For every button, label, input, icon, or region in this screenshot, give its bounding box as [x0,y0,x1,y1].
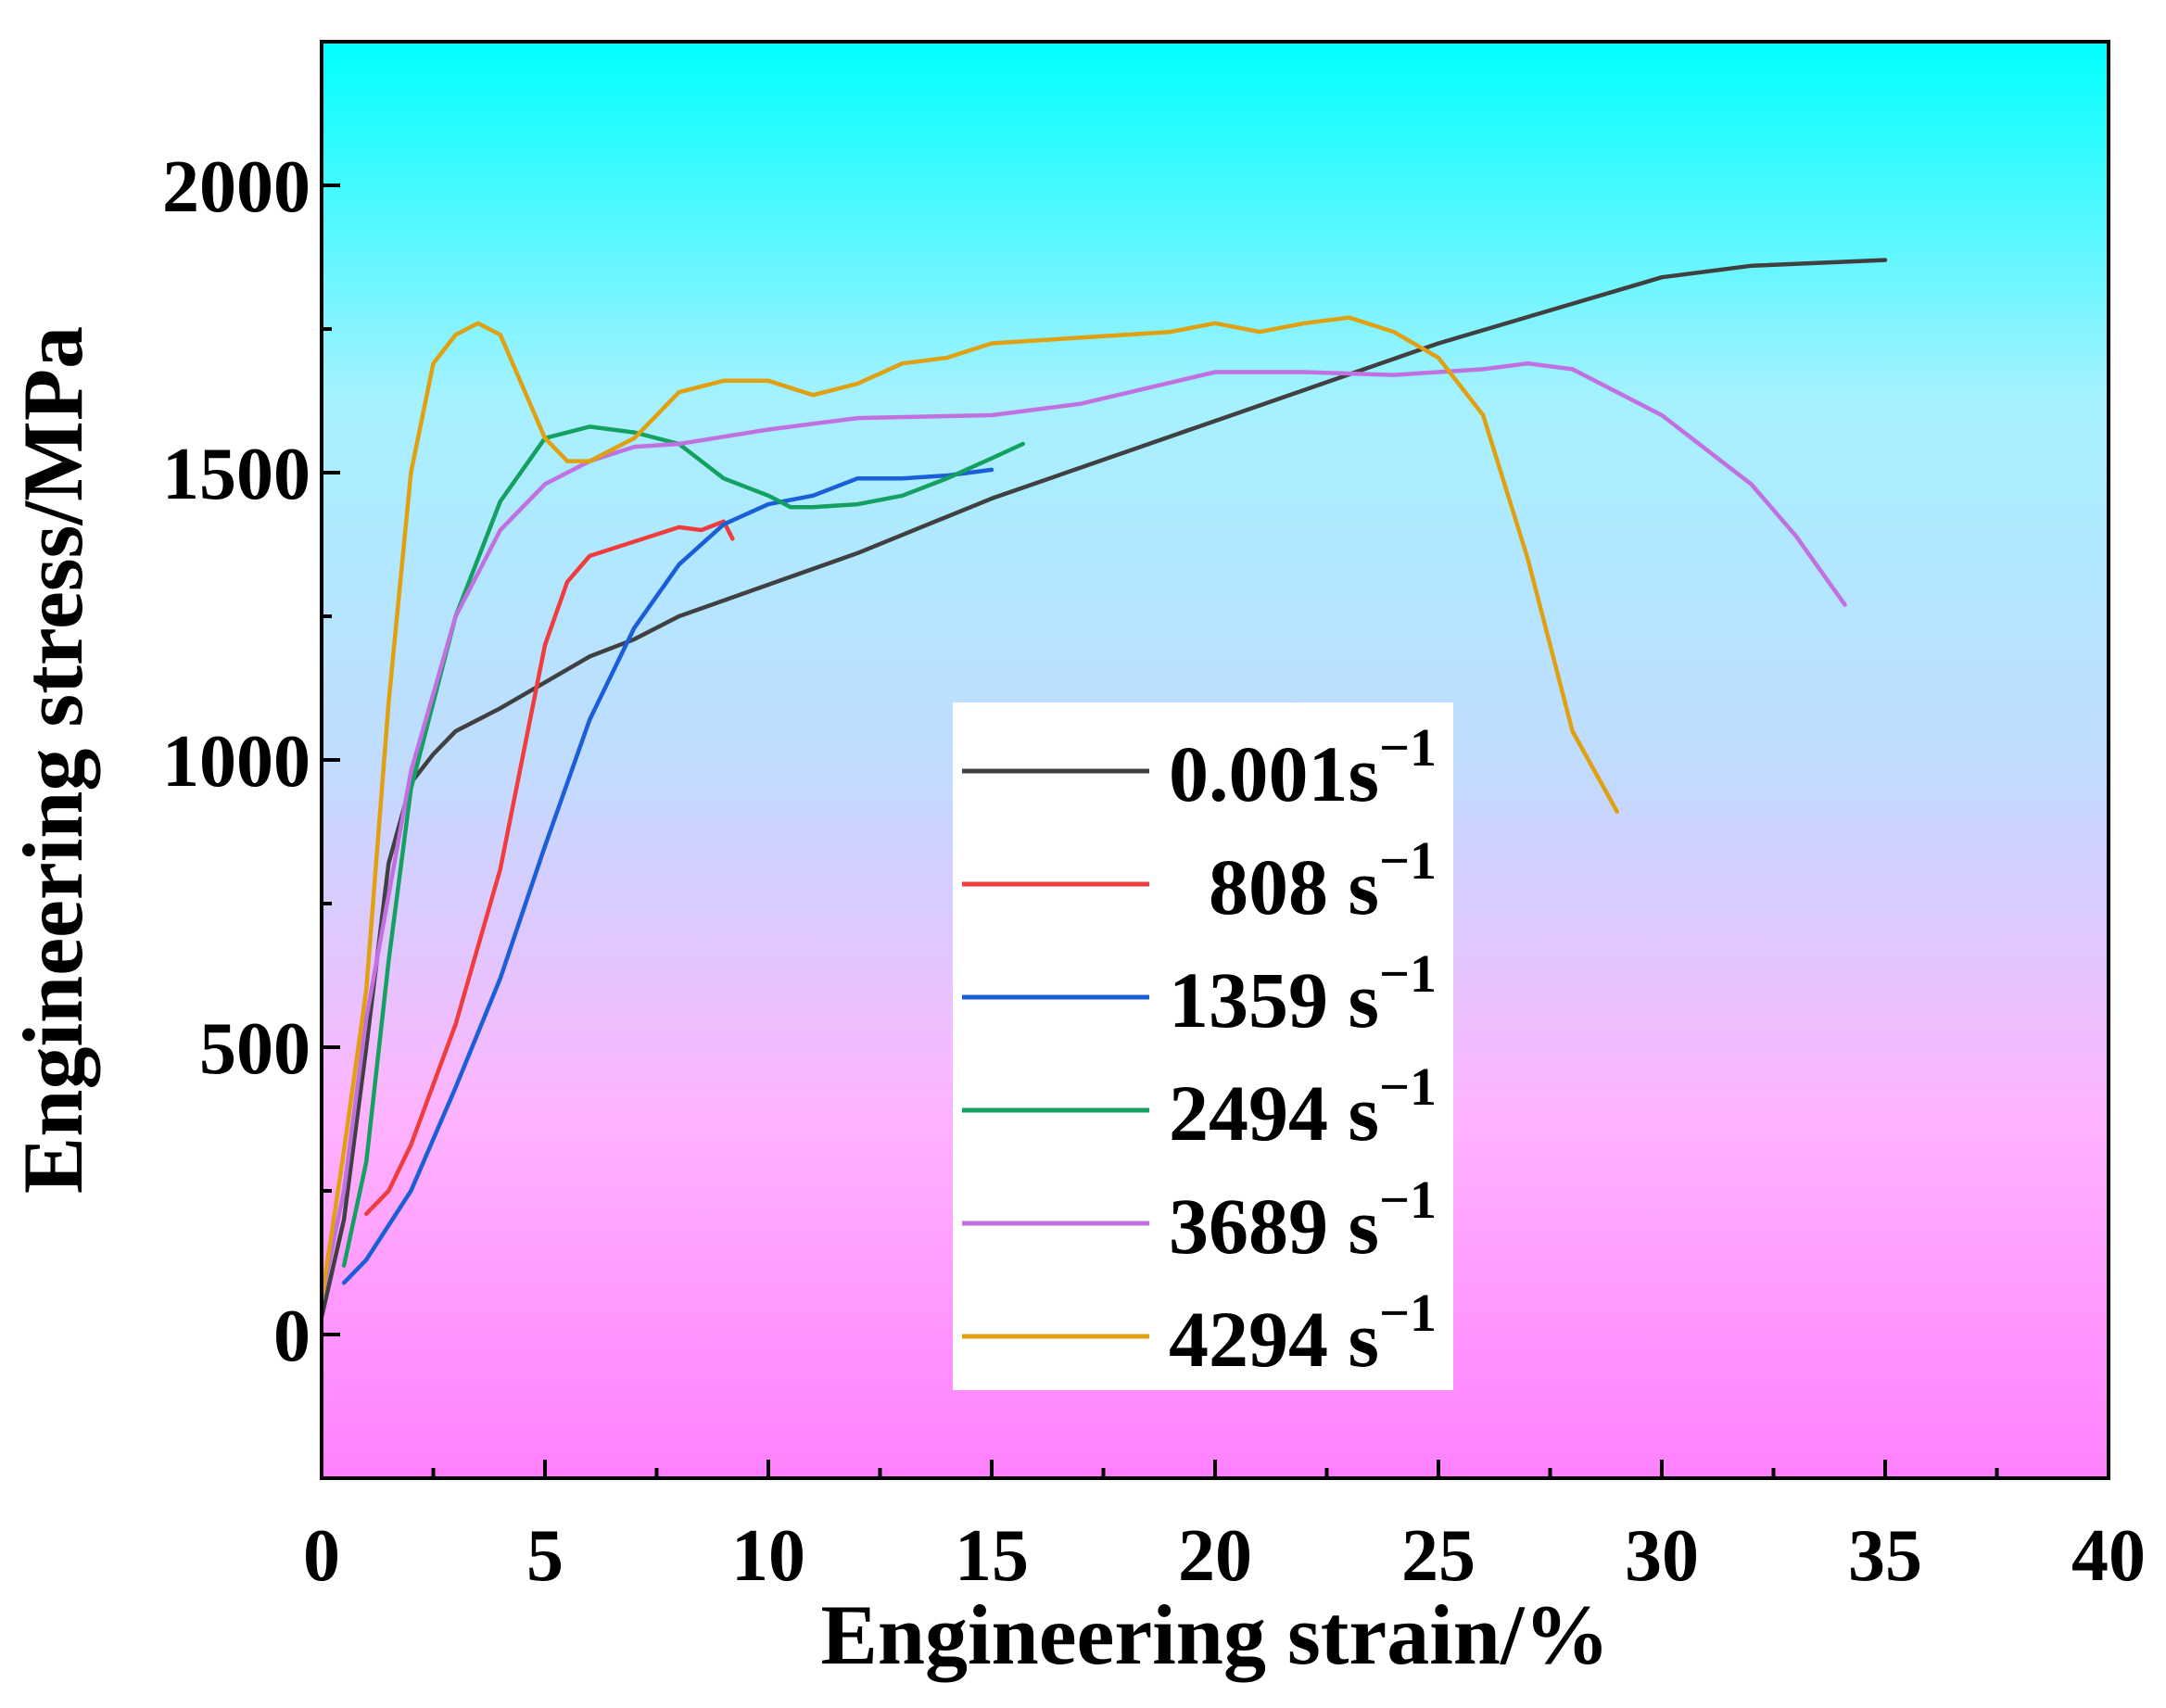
y-tick-label: 2000 [162,146,310,228]
series-line [322,315,1620,1303]
legend-label: 4294 s−1 [1169,1283,1437,1384]
legend-label: 808 s−1 [1209,830,1437,931]
x-tick-label: 10 [731,1515,805,1597]
x-tick-label: 0 [303,1515,340,1597]
series-layer [322,258,1888,1320]
x-tick-label: 25 [1401,1515,1476,1597]
x-axis: 0 5 10 15 20 25 30 35 40 [303,1460,2146,1597]
y-axis: 0 500 1000 1500 2000 [162,146,340,1377]
legend-label-superscript: −1 [1379,1056,1437,1117]
legend-label-text: 1359 s [1169,955,1379,1044]
legend-label-superscript: −1 [1379,717,1437,778]
series-line [322,361,1847,1303]
legend-label-superscript: −1 [1379,943,1437,1004]
y-tick-label: 500 [199,1008,310,1090]
legend-label-text: 2494 s [1169,1069,1379,1158]
legend-label-superscript: −1 [1379,830,1437,891]
x-tick-label: 20 [1178,1515,1252,1597]
legend-label-text: 808 s [1209,842,1379,931]
legend-label: 3689 s−1 [1169,1170,1437,1271]
y-tick-label: 1500 [162,434,310,515]
x-tick-label: 15 [955,1515,1029,1597]
y-axis-title: Engineering stress/MPa [6,326,100,1194]
x-tick-label: 40 [2071,1515,2146,1597]
legend-box [953,702,1453,1390]
x-tick-label: 35 [1848,1515,1922,1597]
legend-label: 2494 s−1 [1169,1056,1437,1158]
x-tick-label: 30 [1625,1515,1699,1597]
legend-label-superscript: −1 [1379,1170,1437,1230]
legend-label-text: 4294 s [1169,1295,1379,1384]
legend-label-text: 0.001s [1169,729,1379,818]
x-axis-title: Engineering strain/% [820,1588,1609,1682]
x-tick-label: 5 [526,1515,564,1597]
legend-label: 1359 s−1 [1169,943,1437,1044]
series-line [341,467,994,1285]
y-tick-label: 1000 [162,721,310,803]
legend-label: 0.001s−1 [1169,717,1437,818]
legend-label-superscript: −1 [1379,1283,1437,1343]
y-tick-label: 0 [273,1296,310,1377]
series-line [322,258,1888,1320]
series-line [363,519,735,1217]
legend-label-text: 3689 s [1169,1182,1379,1271]
